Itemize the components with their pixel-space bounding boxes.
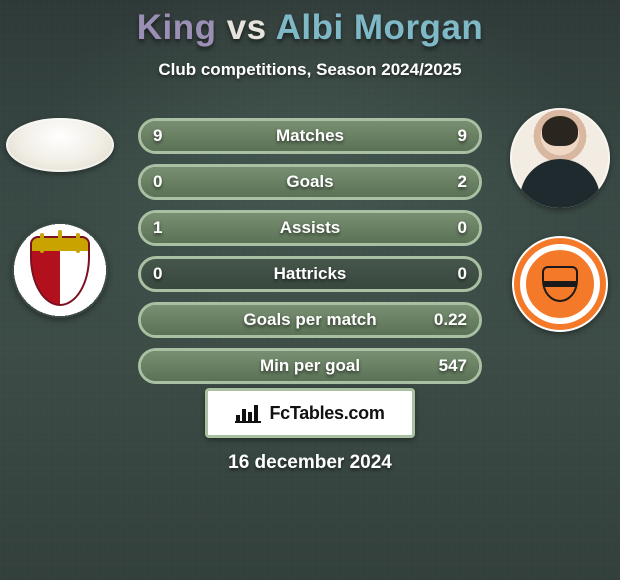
stat-right-value: 0 bbox=[458, 218, 467, 238]
title-right-name: Albi Morgan bbox=[276, 8, 484, 47]
right-player-column bbox=[500, 108, 620, 332]
stat-right-value: 0 bbox=[458, 264, 467, 284]
stat-right-value: 9 bbox=[458, 126, 467, 146]
stat-label: Min per goal bbox=[260, 356, 360, 376]
fctables-logo: FcTables.com bbox=[205, 388, 415, 438]
stat-label: Hattricks bbox=[274, 264, 347, 284]
stat-label: Matches bbox=[276, 126, 344, 146]
logo-text: FcTables.com bbox=[269, 403, 384, 424]
stat-left-value: 1 bbox=[153, 218, 162, 238]
stat-row: Hattricks 0 0 bbox=[138, 256, 482, 292]
stat-row: Matches 9 9 bbox=[138, 118, 482, 154]
stat-row: Min per goal 547 bbox=[138, 348, 482, 384]
stat-row: Goals per match 0.22 bbox=[138, 302, 482, 338]
stat-label: Goals per match bbox=[243, 310, 376, 330]
title-vs: vs bbox=[227, 8, 267, 47]
stat-row: Assists 1 0 bbox=[138, 210, 482, 246]
stat-label: Goals bbox=[286, 172, 333, 192]
stat-label: Assists bbox=[280, 218, 340, 238]
stat-bars: Matches99Goals02Assists10Hattricks00Goal… bbox=[138, 118, 482, 394]
right-player-avatar bbox=[510, 108, 610, 208]
left-player-avatar bbox=[6, 118, 114, 172]
left-club-crest bbox=[12, 222, 108, 318]
content: King vs Albi Morgan Club competitions, S… bbox=[0, 0, 620, 580]
title: King vs Albi Morgan bbox=[0, 0, 620, 48]
stat-left-value: 0 bbox=[153, 264, 162, 284]
stat-right-value: 547 bbox=[439, 356, 467, 376]
logo-chart-icon bbox=[235, 403, 261, 423]
stat-right-value: 2 bbox=[458, 172, 467, 192]
title-left-name: King bbox=[137, 8, 217, 47]
left-player-column bbox=[0, 108, 120, 318]
date: 16 december 2024 bbox=[228, 452, 392, 474]
subtitle: Club competitions, Season 2024/2025 bbox=[0, 60, 620, 80]
stat-right-value: 0.22 bbox=[434, 310, 467, 330]
right-club-crest bbox=[512, 236, 608, 332]
stat-left-value: 0 bbox=[153, 172, 162, 192]
stat-row: Goals 0 2 bbox=[138, 164, 482, 200]
stat-left-value: 9 bbox=[153, 126, 162, 146]
